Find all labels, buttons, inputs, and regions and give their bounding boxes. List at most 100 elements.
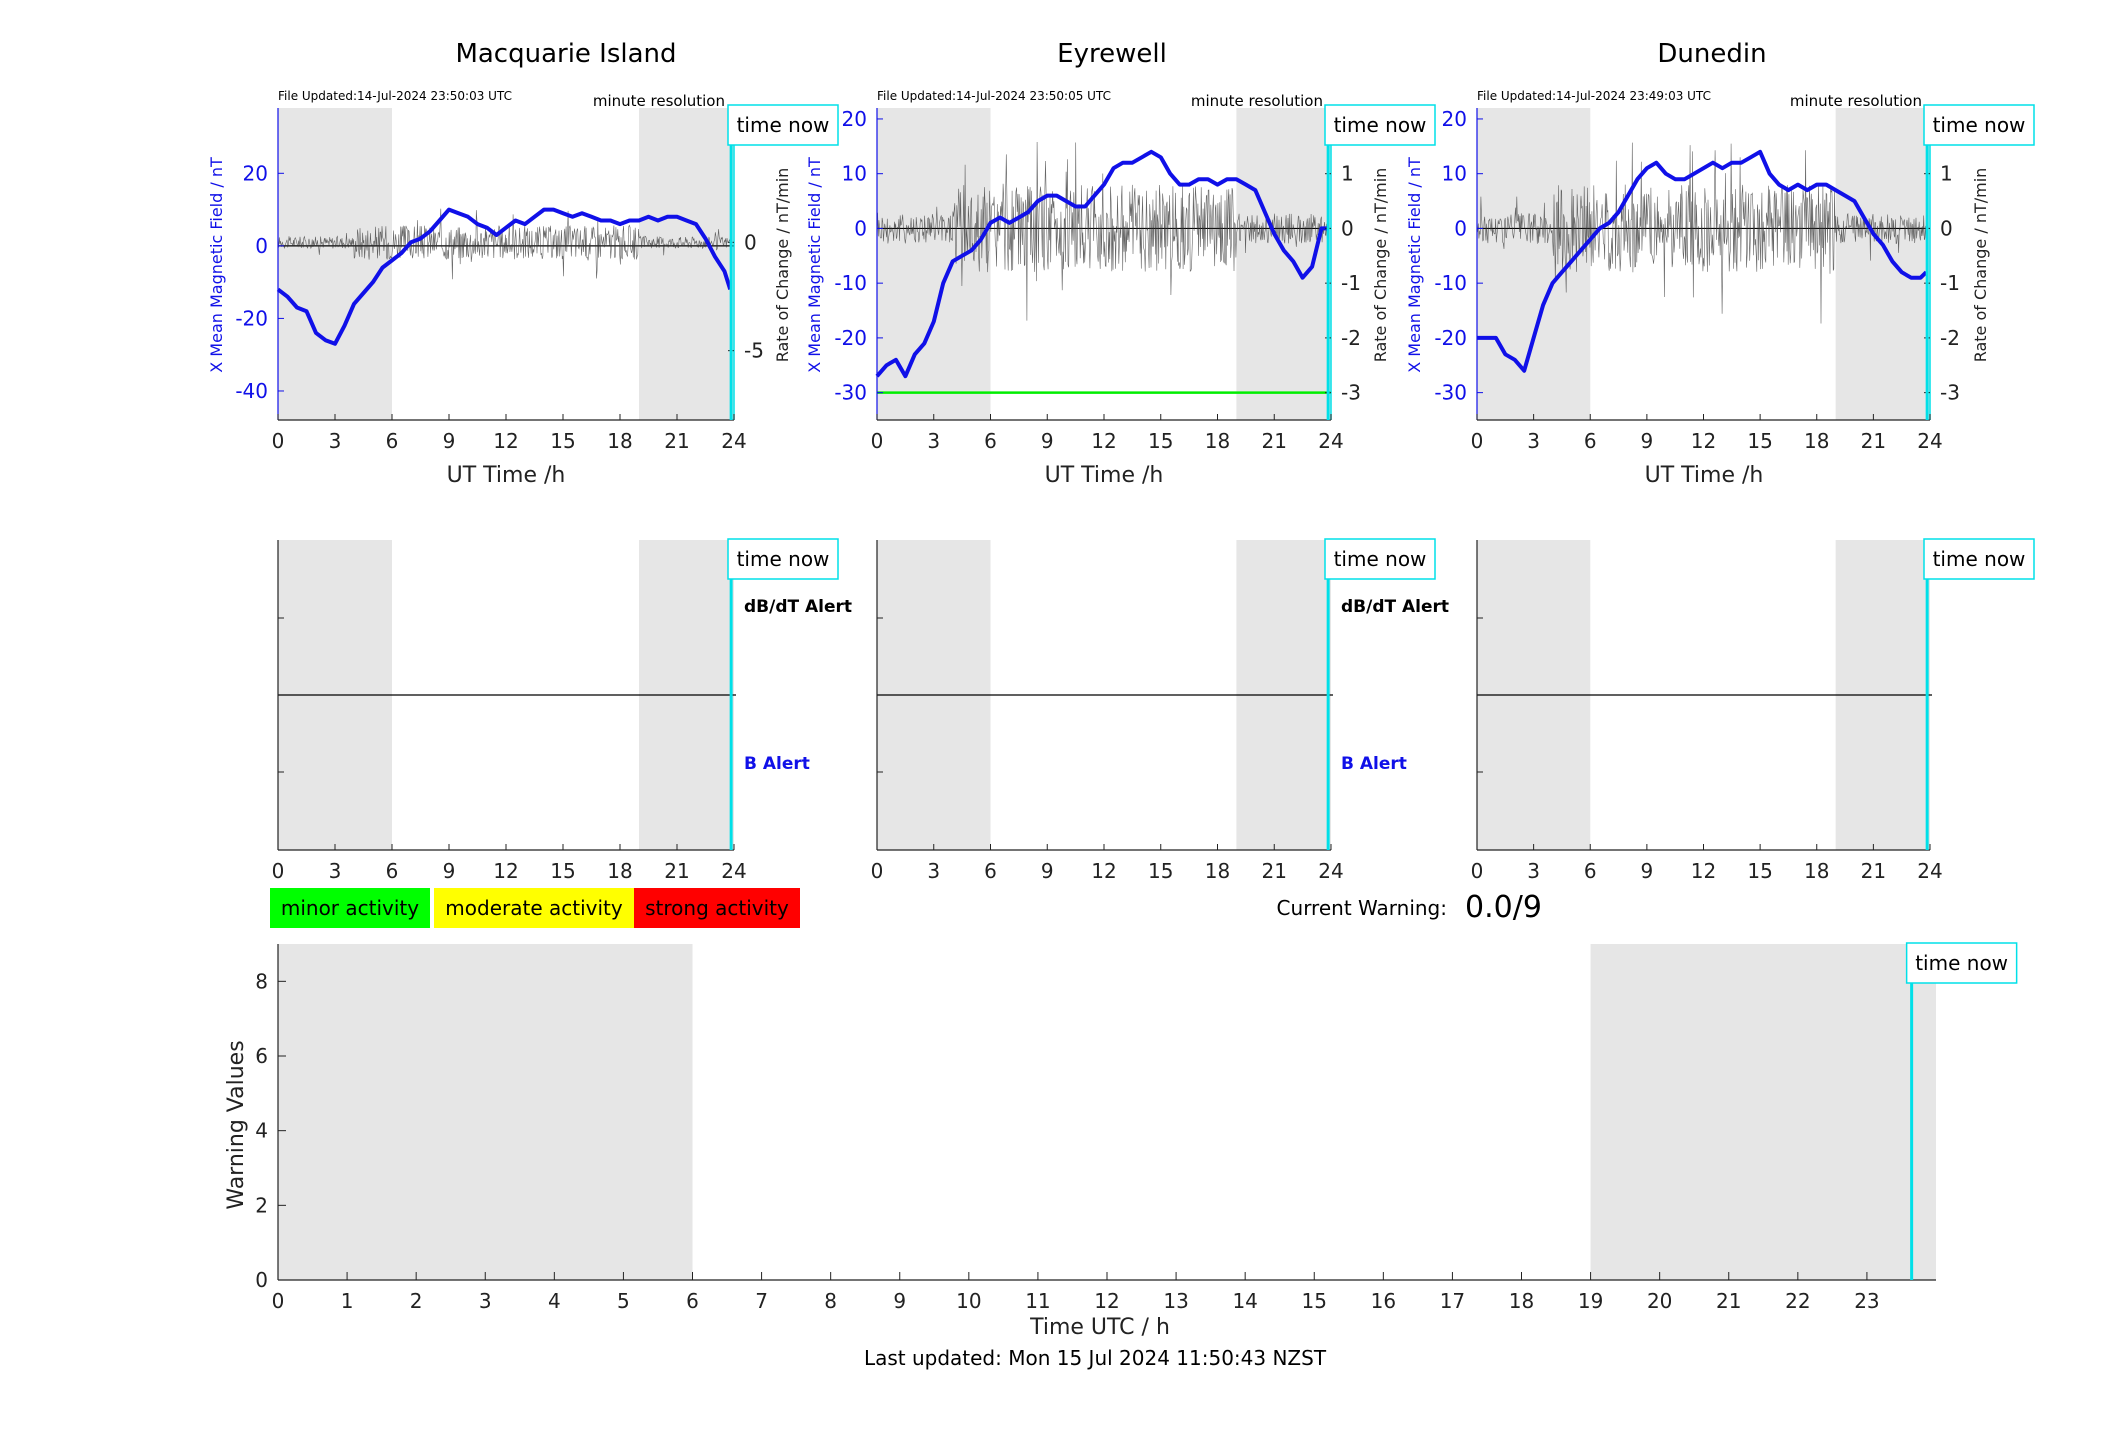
- rate-of-change-series: [277, 208, 731, 280]
- x-tick-label: 6: [1584, 429, 1597, 453]
- y-tick-label: -20: [235, 306, 268, 330]
- y-axis-label: X Mean Magnetic Field / nT: [1405, 157, 1424, 373]
- x-tick-label: 24: [721, 429, 746, 453]
- x-tick-label: 6: [984, 859, 997, 883]
- y-tick-label: 0: [255, 234, 268, 258]
- y-right-tick-label: 0: [744, 230, 757, 254]
- x-tick-label: 15: [1747, 859, 1772, 883]
- x-tick-label: 5: [617, 1289, 630, 1313]
- rate-of-change-series: [876, 141, 1328, 321]
- x-tick-label: 24: [1318, 859, 1343, 883]
- x-tick-label: 18: [1804, 859, 1829, 883]
- y-tick-label: -10: [834, 271, 867, 295]
- y-tick-label: -20: [1434, 326, 1467, 350]
- x-tick-label: 12: [1091, 859, 1116, 883]
- x-tick-label: 21: [1262, 859, 1287, 883]
- x-tick-label: 9: [893, 1289, 906, 1313]
- x-tick-label: 15: [1148, 859, 1173, 883]
- magnetic-field-series: [276, 207, 733, 346]
- night-band: [278, 944, 693, 1280]
- panel-title: Dunedin: [1657, 39, 1766, 69]
- current-warning-value: 0.0/9: [1465, 890, 1542, 925]
- current-warning-label: Current Warning:: [1277, 896, 1447, 920]
- x-tick-label: 9: [443, 859, 456, 883]
- x-tick-label: 0: [871, 429, 884, 453]
- night-band: [1236, 108, 1331, 420]
- x-tick-label: 6: [386, 429, 399, 453]
- y-tick-label: 0: [854, 216, 867, 240]
- x-tick-label: 21: [664, 429, 689, 453]
- y-tick-label: 10: [842, 162, 867, 186]
- x-axis-label: UT Time /h: [1645, 463, 1764, 488]
- panel-dunedin: Dunedin File Updated:14-Jul-2024 23:49:0…: [1405, 39, 2035, 488]
- y-right-tick-label: 0: [1940, 216, 1953, 240]
- x-tick-label: 15: [550, 859, 575, 883]
- magnetic-field-series: [875, 149, 1328, 379]
- x-axis-label: Time UTC / h: [1029, 1315, 1170, 1340]
- x-tick-label: 3: [927, 859, 940, 883]
- x-tick-label: 24: [721, 859, 746, 883]
- x-tick-label: 21: [1716, 1289, 1741, 1313]
- x-tick-label: 1: [341, 1289, 354, 1313]
- x-tick-label: 21: [1262, 429, 1287, 453]
- x-tick-label: 3: [479, 1289, 492, 1313]
- x-tick-label: 12: [1094, 1289, 1119, 1313]
- x-tick-label: 0: [272, 1289, 285, 1313]
- x-tick-label: 18: [1205, 429, 1230, 453]
- last-updated-footer: Last updated: Mon 15 Jul 2024 11:50:43 N…: [864, 1346, 1327, 1370]
- y-axis-right-label: Rate of Change / nT/min: [1971, 168, 1990, 363]
- db-dt-alert-label: dB/dT Alert: [1341, 597, 1449, 617]
- y-right-tick-label: -1: [1940, 271, 1960, 295]
- time-now-label: time now: [737, 113, 830, 137]
- panel-title: Macquarie Island: [455, 39, 676, 69]
- x-tick-label: 21: [664, 859, 689, 883]
- legend-swatch-minor: [270, 888, 430, 928]
- y-right-tick-label: -3: [1341, 381, 1361, 405]
- x-tick-label: 18: [1509, 1289, 1534, 1313]
- x-tick-label: 7: [755, 1289, 768, 1313]
- y-tick-label: 20: [842, 107, 867, 131]
- x-tick-label: 23: [1854, 1289, 1879, 1313]
- x-tick-label: 15: [1747, 429, 1772, 453]
- legend-swatch-moderate: [434, 888, 634, 928]
- x-tick-label: 9: [1041, 859, 1054, 883]
- legend-label-minor: minor activity: [281, 896, 419, 920]
- x-tick-label: 12: [493, 429, 518, 453]
- x-tick-label: 0: [272, 429, 285, 453]
- rate-of-change-series: [1476, 142, 1927, 324]
- night-band: [877, 108, 991, 420]
- x-tick-label: 11: [1025, 1289, 1050, 1313]
- y-tick-label: 10: [1442, 162, 1467, 186]
- y-right-tick-label: -2: [1940, 326, 1960, 350]
- x-tick-label: 10: [956, 1289, 981, 1313]
- x-tick-label: 19: [1578, 1289, 1603, 1313]
- y-tick-label: 8: [255, 969, 268, 993]
- x-axis-label: UT Time /h: [1045, 463, 1164, 488]
- x-tick-label: 21: [1861, 429, 1886, 453]
- x-tick-label: 12: [493, 859, 518, 883]
- file-updated-label: File Updated:14-Jul-2024 23:50:05 UTC: [877, 89, 1111, 103]
- x-tick-label: 18: [607, 429, 632, 453]
- time-now-box: [727, 538, 839, 580]
- x-tick-label: 12: [1691, 859, 1716, 883]
- y-tick-label: -40: [235, 379, 268, 403]
- alert-panel-macquarie-island: 0 3 6 9 12 15 18 21 24 time now dB/dT Alert B Alert: [272, 538, 852, 883]
- y-right-tick-label: -3: [1940, 381, 1960, 405]
- y-right-tick-label: 1: [1940, 162, 1953, 186]
- y-tick-label: 0: [1454, 216, 1467, 240]
- resolution-label: minute resolution: [1191, 92, 1323, 110]
- x-tick-label: 0: [1471, 429, 1484, 453]
- x-tick-label: 0: [871, 859, 884, 883]
- x-tick-label: 3: [1527, 429, 1540, 453]
- x-tick-label: 0: [1471, 859, 1484, 883]
- y-right-tick-label: -1: [1341, 271, 1361, 295]
- x-tick-label: 14: [1232, 1289, 1257, 1313]
- b-alert-label: B Alert: [1341, 754, 1407, 774]
- x-tick-label: 15: [1148, 429, 1173, 453]
- x-tick-label: 24: [1318, 429, 1343, 453]
- x-tick-label: 9: [1641, 859, 1654, 883]
- x-tick-label: 6: [984, 429, 997, 453]
- x-tick-label: 16: [1371, 1289, 1396, 1313]
- x-tick-label: 6: [686, 1289, 699, 1313]
- panel-title: Eyrewell: [1057, 39, 1167, 69]
